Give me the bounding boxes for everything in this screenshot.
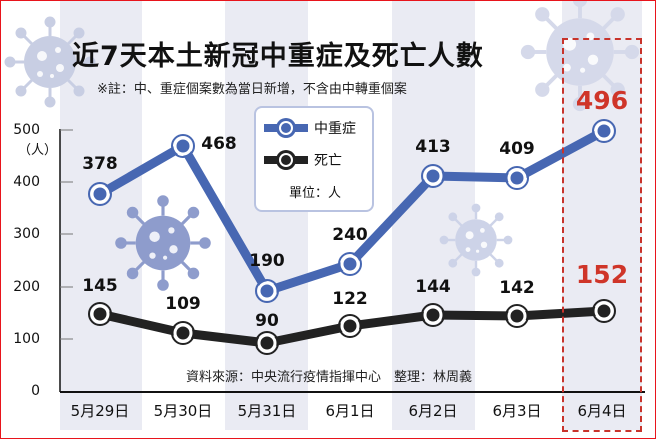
y-axis-unit: （人） xyxy=(18,143,58,158)
x-label: 6月2日 xyxy=(408,402,458,420)
death-value: 90 xyxy=(255,311,279,331)
y-tick: 400 xyxy=(13,174,40,190)
column-band xyxy=(225,0,308,430)
death-value-highlight: 152 xyxy=(575,260,629,289)
y-tick: 200 xyxy=(13,279,40,295)
severe-marker-icon xyxy=(264,118,308,138)
y-tick: 300 xyxy=(13,226,40,242)
death-value: 142 xyxy=(499,278,535,298)
death-marker-icon xyxy=(264,150,308,170)
legend-unit: 單位：人 xyxy=(289,186,342,201)
x-label: 5月30日 xyxy=(153,402,213,420)
highlight-box xyxy=(562,38,642,432)
x-label: 6月4日 xyxy=(577,402,627,420)
x-label: 6月1日 xyxy=(325,402,375,420)
legend: 中重症 死亡 單位：人 xyxy=(254,106,374,212)
column-band xyxy=(392,0,475,430)
severe-value: 409 xyxy=(499,139,535,159)
x-label: 5月29日 xyxy=(70,402,130,420)
death-value: 109 xyxy=(165,294,201,314)
legend-item-death: 死亡 xyxy=(264,149,342,171)
death-value: 145 xyxy=(82,276,118,296)
death-value: 122 xyxy=(332,289,368,309)
legend-label-severe: 中重症 xyxy=(314,121,356,137)
x-label: 5月31日 xyxy=(237,402,297,420)
chart-note: ※註：中、重症個案數為當日新增，不含由中轉重個案 xyxy=(97,82,407,97)
severe-value: 378 xyxy=(82,154,118,174)
x-label: 6月3日 xyxy=(492,402,542,420)
death-value: 144 xyxy=(415,277,451,297)
severe-value: 468 xyxy=(201,134,237,154)
severe-value: 240 xyxy=(332,225,368,245)
severe-value: 190 xyxy=(249,251,285,271)
legend-item-severe: 中重症 xyxy=(264,117,356,139)
severe-value-highlight: 496 xyxy=(575,86,629,115)
legend-label-death: 死亡 xyxy=(314,153,342,169)
source-credit: 資料來源：中央流行疫情指揮中心 整理：林周義 xyxy=(186,370,473,385)
severe-value: 413 xyxy=(415,137,451,157)
y-tick: 100 xyxy=(13,331,40,347)
y-tick: 0 xyxy=(31,383,40,399)
chart-title: 近7天本土新冠中重症及死亡人數 xyxy=(72,41,484,72)
y-tick: 500 xyxy=(13,122,40,138)
